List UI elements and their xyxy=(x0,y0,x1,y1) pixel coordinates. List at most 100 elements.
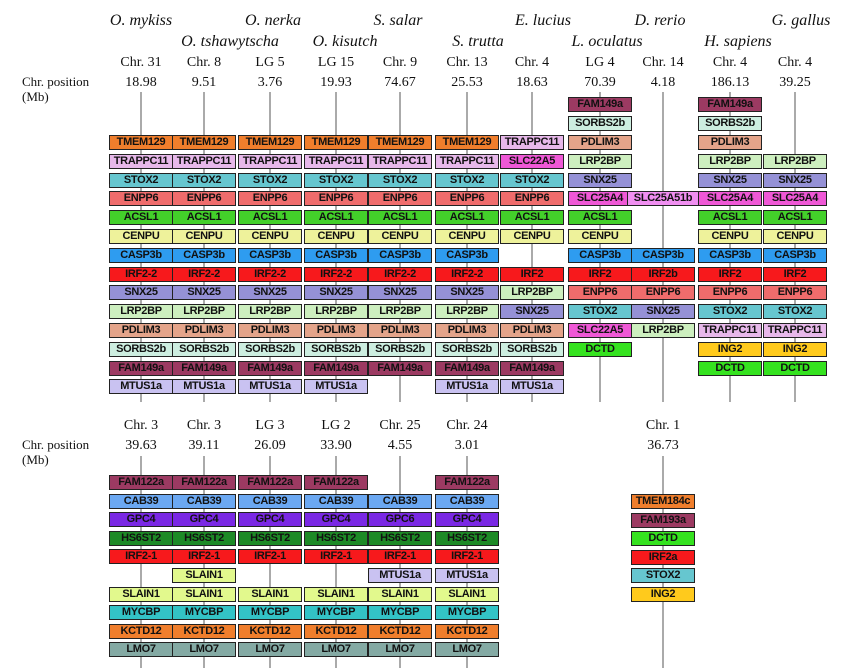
gene-box: TMEM129 xyxy=(172,135,236,150)
gene-box: KCTD12 xyxy=(172,623,236,639)
gene-box: CASP3b xyxy=(304,247,368,263)
gene-box: ACSL1 xyxy=(172,210,236,226)
gene-box: HS6ST2 xyxy=(238,530,302,546)
chromosome-position: 36.73 xyxy=(647,438,679,453)
gene-box: PDLIM3 xyxy=(109,323,173,338)
gene-box: FAM149a xyxy=(304,360,368,376)
gene-box: GPC4 xyxy=(109,512,173,528)
gene-box: SNX25 xyxy=(172,285,236,301)
gene-box: IRF2-2 xyxy=(109,266,173,282)
gene-box: MYCBP xyxy=(172,605,236,621)
species-name: S. trutta xyxy=(452,33,504,50)
gene-box: STOX2 xyxy=(435,172,499,188)
gene-box: TMEM129 xyxy=(368,135,432,150)
chromosome-position: 4.55 xyxy=(387,438,413,453)
gene-box: PDLIM3 xyxy=(500,323,564,338)
gene-box: ACSL1 xyxy=(500,210,564,226)
gene-box: MTUS1a xyxy=(304,379,368,395)
gene-box: MTUS1a xyxy=(368,568,432,583)
gene-box: LMO7 xyxy=(435,642,499,658)
gene-box: IRF2 xyxy=(568,266,632,282)
chromosome-label: Chr. 24 xyxy=(446,418,488,433)
species-name: O. tshawytscha xyxy=(181,33,279,50)
gene-box: STOX2 xyxy=(172,172,236,188)
chromosome-position: 3.01 xyxy=(454,438,480,453)
gene-box: LRP2BP xyxy=(631,323,695,338)
gene-box: PDLIM3 xyxy=(238,323,302,338)
gene-box: PDLIM3 xyxy=(435,323,499,338)
gene-box: LRP2BP xyxy=(698,153,762,169)
species-name: L. oculatus xyxy=(571,33,643,50)
gene-box: CENPU xyxy=(304,229,368,244)
gene-box: TMEM129 xyxy=(435,135,499,150)
chromosome-label: Chr. 1 xyxy=(645,418,681,433)
gene-box: FAM149a xyxy=(238,360,302,376)
gene-box: CASP3b xyxy=(631,247,695,263)
gene-box: KCTD12 xyxy=(109,623,173,639)
gene-box: TRAPPC11 xyxy=(763,323,827,338)
gene-box: HS6ST2 xyxy=(435,530,499,546)
gene-box: SLAIN1 xyxy=(172,586,236,602)
gene-box: FAM122a xyxy=(109,475,173,490)
chromosome-label: Chr. 13 xyxy=(446,55,488,70)
gene-box: PDLIM3 xyxy=(304,323,368,338)
gene-box: FAM122a xyxy=(238,475,302,490)
gene-box: TRAPPC11 xyxy=(304,153,368,169)
gene-box: CASP3b xyxy=(568,247,632,263)
gene-box: TRAPPC11 xyxy=(172,153,236,169)
gene-box: LMO7 xyxy=(172,642,236,658)
position-label-top: Chr. position (Mb) xyxy=(22,74,90,104)
gene-box: SNX25 xyxy=(698,172,762,188)
gene-box: SLC25A4 xyxy=(763,191,827,207)
gene-box: TMEM129 xyxy=(109,135,173,150)
gene-box: IRF2b xyxy=(631,266,695,282)
gene-box: SNX25 xyxy=(109,285,173,301)
gene-box: LMO7 xyxy=(304,642,368,658)
chromosome-label: LG 4 xyxy=(585,55,615,70)
gene-box: HS6ST2 xyxy=(368,530,432,546)
gene-box: ING2 xyxy=(763,341,827,357)
gene-box: IRF2a xyxy=(631,549,695,565)
gene-box: SNX25 xyxy=(435,285,499,301)
gene-box: FAM122a xyxy=(304,475,368,490)
chromosome-label: Chr. 4 xyxy=(712,55,748,70)
gene-box: DCTD xyxy=(698,360,762,376)
gene-box: LRP2BP xyxy=(500,285,564,301)
gene-box: ING2 xyxy=(631,587,695,602)
chromosome-position: 18.63 xyxy=(516,75,548,90)
gene-box: ENPP6 xyxy=(763,285,827,301)
gene-box: SNX25 xyxy=(763,172,827,188)
gene-box: STOX2 xyxy=(238,172,302,188)
gene-box: KCTD12 xyxy=(238,623,302,639)
gene-box: HS6ST2 xyxy=(172,530,236,546)
gene-box: CASP3b xyxy=(368,247,432,263)
gene-box: SORBS2b xyxy=(568,116,632,132)
gene-box: IRF2-1 xyxy=(304,549,368,565)
gene-box: ENPP6 xyxy=(568,285,632,301)
gene-box: ENPP6 xyxy=(500,191,564,207)
gene-box: CASP3b xyxy=(435,247,499,263)
gene-box: CASP3b xyxy=(763,247,827,263)
gene-box: ENPP6 xyxy=(435,191,499,207)
gene-box: IRF2-1 xyxy=(238,549,302,565)
gene-box: CENPU xyxy=(698,229,762,244)
gene-box: SORBS2b xyxy=(500,341,564,357)
species-name: S. salar xyxy=(373,12,423,29)
gene-box: SNX25 xyxy=(500,304,564,320)
gene-box: SLAIN1 xyxy=(435,586,499,602)
chromosome-label: LG 3 xyxy=(255,418,285,433)
gene-box: STOX2 xyxy=(763,304,827,320)
gene-box: STOX2 xyxy=(631,568,695,584)
gene-box: FAM149a xyxy=(500,360,564,376)
gene-box: TRAPPC11 xyxy=(698,323,762,338)
gene-box: CAB39 xyxy=(238,493,302,509)
chromosome-position: 9.51 xyxy=(191,75,217,90)
gene-box: PDLIM3 xyxy=(698,135,762,150)
gene-box: CENPU xyxy=(763,229,827,244)
gene-box: IRF2-2 xyxy=(172,266,236,282)
gene-box: DCTD xyxy=(631,531,695,547)
gene-box: IRF2-1 xyxy=(172,549,236,565)
gene-box: LRP2BP xyxy=(368,304,432,320)
gene-box: GPC4 xyxy=(238,512,302,528)
gene-box: PDLIM3 xyxy=(172,323,236,338)
